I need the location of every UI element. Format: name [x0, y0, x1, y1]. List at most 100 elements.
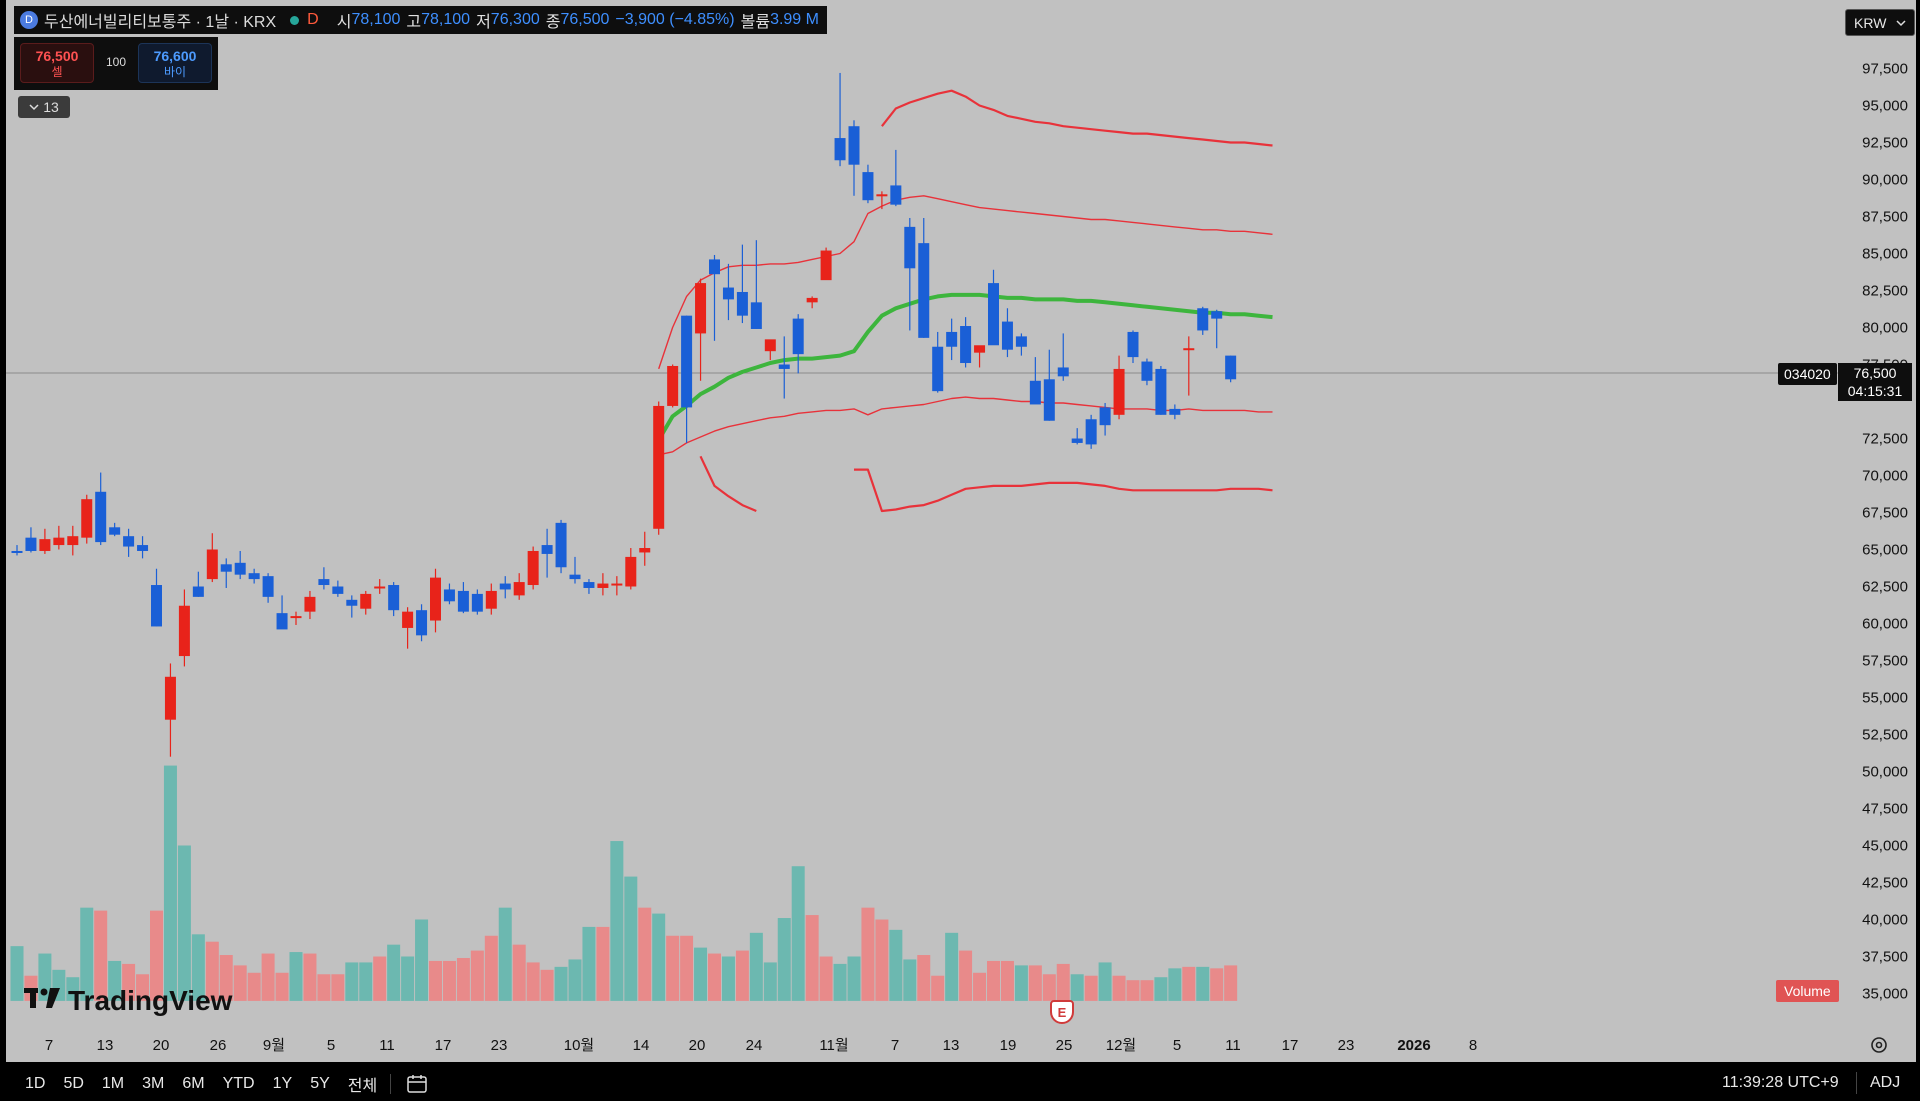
volume-value: 3.99 M — [770, 11, 819, 28]
candle — [109, 522, 121, 537]
price-tick-label: 92,500 — [1862, 135, 1908, 152]
range-1d-button[interactable]: 1D — [25, 1074, 46, 1092]
candle — [1211, 309, 1223, 349]
range-1y-button[interactable]: 1Y — [272, 1074, 293, 1092]
symbol-title[interactable]: 두산에너빌리티보통주 · 1날 · KRX — [44, 14, 277, 31]
candle — [639, 531, 651, 566]
time-axis[interactable]: 7 13 20 26 9월 5 11 17 23 10월 14 20 24 11월 7 13 19 25 12월 5 1… — [45, 1037, 1477, 1054]
clock-timezone[interactable]: 11:39:28 UTC+9 — [1722, 1074, 1839, 1091]
symbol-legend[interactable]: D 두산에너빌리티보통주 · 1날 · KRX D 시 78,100 고 78,10… — [14, 6, 827, 34]
candle-body — [25, 537, 37, 551]
candle — [513, 573, 525, 600]
earnings-icon[interactable]: E — [1050, 1000, 1074, 1024]
candle-body — [541, 545, 553, 554]
toolbar-divider — [1856, 1072, 1857, 1094]
calendar-icon[interactable] — [405, 1073, 431, 1095]
candle-body — [109, 527, 121, 535]
candle-body — [750, 302, 762, 329]
currency-select[interactable]: KRW — [1845, 9, 1915, 36]
buy-button[interactable]: 76,600 바이 — [138, 43, 212, 83]
candle — [290, 611, 302, 625]
candle — [388, 582, 400, 617]
candle-body — [1057, 367, 1069, 377]
price-tick-label: 57,500 — [1862, 653, 1908, 670]
candle — [653, 401, 665, 535]
time-tick-label: 17 — [435, 1037, 452, 1054]
candle — [151, 568, 162, 627]
price-tick-label: 50,000 — [1862, 764, 1908, 781]
candle-body — [890, 185, 902, 205]
bar-countdown: 04:15:31 — [1847, 383, 1903, 399]
volume-bar — [289, 952, 303, 1001]
range-5d-button[interactable]: 5D — [63, 1074, 84, 1092]
volume-bar — [945, 932, 959, 1001]
price-chart[interactable]: 97,500 95,000 92,500 90,000 87,500 85,000 82,5… — [6, 0, 1916, 1062]
volume-bar — [415, 919, 429, 1001]
time-tick-label: 20 — [153, 1037, 170, 1054]
candle-body — [611, 583, 623, 586]
price-axis[interactable]: 97,500 95,000 92,500 90,000 87,500 85,000 82,5… — [1862, 61, 1908, 1003]
tradingview-logo[interactable]: TradingView — [24, 984, 232, 1018]
volume-bar — [875, 919, 889, 1001]
adj-toggle[interactable]: ADJ — [1870, 1074, 1901, 1091]
range-ytd-button[interactable]: YTD — [222, 1074, 255, 1092]
volume-bar — [303, 953, 317, 1001]
indicators-toggle-button[interactable]: 13 — [18, 96, 70, 118]
candle-body — [1001, 321, 1013, 350]
price-tick-label: 40,000 — [1862, 912, 1908, 929]
sell-button[interactable]: 76,500 셀 — [20, 43, 94, 83]
candle-body — [653, 405, 665, 529]
candle-body — [667, 365, 679, 406]
range-3m-button[interactable]: 3M — [142, 1074, 165, 1092]
candle — [206, 533, 218, 583]
candle — [137, 536, 149, 559]
volume-bar — [596, 926, 610, 1001]
candle — [1141, 358, 1153, 386]
volume-bar — [470, 950, 484, 1001]
gear-icon[interactable] — [1868, 1034, 1890, 1056]
range-5y-button[interactable]: 5Y — [310, 1074, 330, 1092]
toolbar-divider — [390, 1073, 392, 1094]
volume-bar — [317, 974, 331, 1001]
volume-bar — [1070, 974, 1084, 1001]
candle — [862, 164, 874, 204]
open-value: 78,100 — [351, 11, 401, 28]
buy-price: 76,600 — [153, 48, 197, 64]
candle-body — [485, 590, 497, 609]
candle-body — [192, 586, 204, 597]
candle — [848, 120, 860, 196]
price-tick-label: 82,500 — [1862, 283, 1908, 300]
range-1m-button[interactable]: 1M — [101, 1074, 125, 1092]
candle — [1099, 402, 1111, 436]
candle-body — [346, 599, 358, 606]
volume-bar — [1042, 974, 1056, 1001]
volume-bar — [150, 910, 163, 1001]
candle — [1015, 333, 1027, 356]
indicators-count: 13 — [43, 99, 59, 115]
candle-body — [1127, 331, 1139, 358]
range-6m-button[interactable]: 6M — [182, 1074, 205, 1092]
volume-bar — [638, 907, 652, 1001]
buy-label: 바이 — [163, 65, 187, 79]
volume-bar — [484, 935, 498, 1001]
candle-body — [1169, 408, 1181, 415]
spread-value: 100 — [105, 55, 127, 69]
time-tick-label: 23 — [491, 1037, 508, 1054]
time-tick-label: 20 — [689, 1037, 706, 1054]
time-tick-label: 5 — [1173, 1037, 1181, 1054]
sell-label: 셀 — [51, 65, 63, 79]
chart-pane[interactable]: 97,500 95,000 92,500 90,000 87,500 85,000 82,5… — [6, 0, 1916, 1062]
volume-bar — [1140, 980, 1154, 1001]
candle — [764, 339, 776, 361]
time-tick-label: 24 — [746, 1037, 763, 1054]
trade-panel: 76,500 셀 100 76,600 바이 — [14, 37, 218, 90]
time-tick-label: 11 — [379, 1037, 395, 1054]
range-all-button[interactable]: 전체 — [347, 1077, 378, 1095]
volume-bar — [80, 907, 94, 1001]
volume-bar — [708, 953, 721, 1001]
candle — [164, 663, 176, 757]
volume-bar — [94, 910, 108, 1001]
volume-bar — [917, 955, 931, 1001]
candle-body — [178, 605, 190, 657]
candle-body — [290, 616, 302, 619]
